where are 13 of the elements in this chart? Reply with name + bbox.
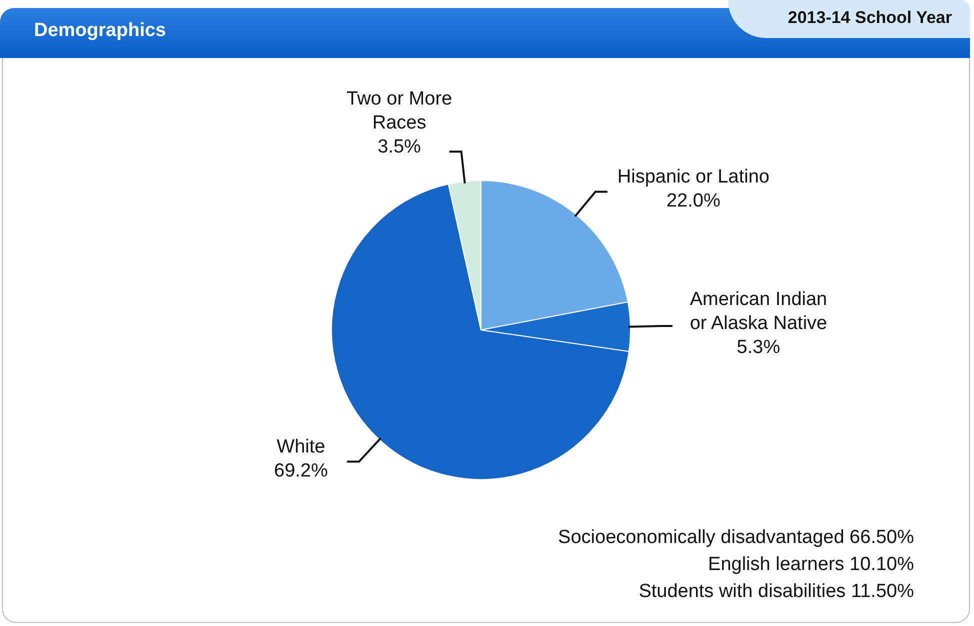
text: Students with disabilities 11.50% xyxy=(638,580,914,604)
slice-label: Hispanic or Latino xyxy=(617,166,770,188)
slice-label: American Indian or Alaska Native xyxy=(690,288,828,334)
slice-label: Two or More Races xyxy=(346,88,452,134)
text: Socioeconomically disadvantaged 66.50% xyxy=(558,526,914,550)
data-label: 22.0% xyxy=(666,190,720,212)
data-label: 69.2% xyxy=(274,460,328,482)
text: 2013-14 School Year xyxy=(728,0,970,38)
slice-label: White xyxy=(276,436,326,458)
text: English learners 10.10% xyxy=(707,553,914,577)
text: Demographics xyxy=(34,20,166,42)
data-label: 5.3% xyxy=(736,336,780,358)
data-label: 3.5% xyxy=(378,136,422,158)
